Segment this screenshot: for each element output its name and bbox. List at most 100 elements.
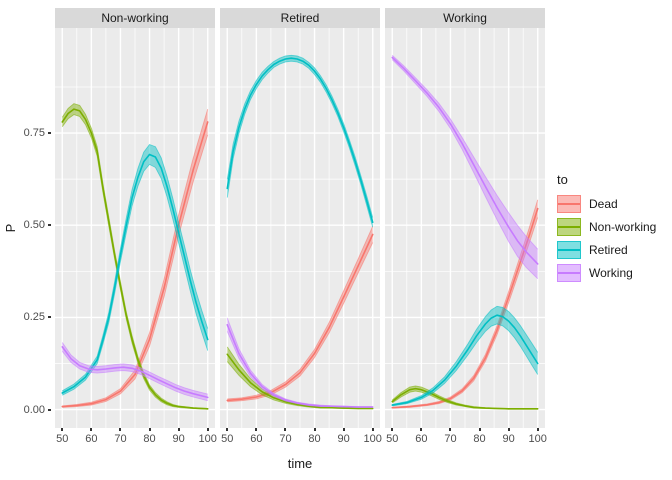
ci-upper: [62, 143, 209, 392]
prob-line-working: [226, 323, 374, 408]
ci-upper: [392, 305, 539, 405]
x-tick-mark: [61, 428, 64, 431]
ci-lower: [391, 59, 539, 280]
facet-non-working: Non-working 50 60 70 80 90 100: [55, 8, 217, 450]
x-tick-mark: [177, 428, 180, 431]
facet-panels: Non-working 50 60 70 80 90 100 Retired 50 60 70…: [55, 8, 547, 450]
legend-key-line: [558, 249, 580, 251]
legend-title: to: [557, 172, 568, 187]
x-tick-label: 60: [85, 433, 98, 445]
legend: to Dead Non-working Retired Working: [557, 172, 656, 282]
x-tick-mark: [371, 428, 374, 431]
x-tick-mark: [313, 428, 316, 431]
prob-line-non-working: [61, 108, 209, 410]
prob-line-working: [391, 56, 539, 265]
ci-ribbon-working: [392, 55, 538, 279]
x-tick-label: 80: [143, 433, 156, 445]
legend-key-line: [558, 272, 580, 274]
x-tick-mark: [507, 428, 510, 431]
ci-lower: [61, 351, 208, 402]
y-tick-mark: [48, 132, 51, 135]
prob-line-retired: [226, 57, 374, 224]
prob-line-retired: [61, 153, 209, 394]
y-axis: 0.00 0.25 0.50 0.75: [0, 8, 55, 448]
x-tick-label: 50: [386, 433, 399, 445]
x-tick-label: 50: [221, 433, 234, 445]
x-tick-label: 100: [363, 433, 382, 445]
prob-line-dead: [61, 121, 209, 408]
facet-strip-label: Retired: [280, 11, 320, 25]
prob-line-dead: [391, 207, 539, 409]
x-tick-label: 80: [473, 433, 486, 445]
x-tick-mark: [284, 428, 287, 431]
legend-key-icon: [557, 218, 581, 236]
x-tick-label: 70: [114, 433, 127, 445]
legend-entry-dead: Dead: [557, 195, 656, 213]
x-tick-label: 90: [502, 433, 515, 445]
x-tick-label: 80: [308, 433, 321, 445]
legend-entry-retired: Retired: [557, 241, 656, 259]
x-tick-label: 90: [172, 433, 185, 445]
legend-key-icon: [557, 264, 581, 282]
legend-key-line: [558, 203, 580, 205]
facet-strip-label: Non-working: [101, 11, 169, 25]
y-tick-label: 0.75: [23, 127, 45, 140]
x-tick-label: 100: [198, 433, 217, 445]
y-tick-mark: [48, 316, 51, 319]
x-tick-mark: [536, 428, 539, 431]
ci-lower: [392, 323, 539, 407]
x-tick-mark: [226, 428, 229, 431]
x-tick-mark: [449, 428, 452, 431]
prob-line-retired: [391, 314, 539, 406]
y-tick-label: 0.25: [23, 311, 45, 324]
y-tick-mark: [48, 224, 51, 227]
legend-label: Retired: [589, 243, 628, 257]
x-tick-mark: [119, 428, 122, 431]
facet-panel-plot: [220, 28, 380, 428]
x-tick-mark: [148, 428, 151, 431]
ci-lower: [62, 134, 209, 408]
x-axis: 50 60 70 80 90 100: [55, 428, 217, 450]
facet-retired: Retired 50 60 70 80 90 100: [220, 8, 382, 450]
legend-entry-non-working: Non-working: [557, 218, 656, 236]
y-tick-label: 0.50: [23, 219, 45, 232]
legend-label: Dead: [589, 197, 618, 211]
legend-entry-working: Working: [557, 264, 656, 282]
legend-label: Non-working: [589, 220, 657, 234]
x-axis: 50 60 70 80 90 100: [385, 428, 547, 450]
ci-lower: [226, 60, 374, 228]
facet-strip-working: Working: [385, 8, 545, 28]
ci-lower: [227, 242, 374, 403]
x-tick-mark: [90, 428, 93, 431]
ci-ribbon-retired: [62, 144, 208, 396]
prob-line-non-working: [226, 353, 374, 410]
x-tick-mark: [255, 428, 258, 431]
facet-strip-retired: Retired: [220, 8, 380, 28]
y-tick-mark: [48, 408, 51, 411]
ci-upper: [226, 54, 374, 218]
x-tick-label: 100: [528, 433, 547, 445]
x-tick-mark: [342, 428, 345, 431]
facet-panel-plot: [55, 28, 215, 428]
prob-line-non-working: [391, 387, 539, 410]
x-tick-mark: [478, 428, 481, 431]
y-tick-label: 0.00: [23, 403, 45, 416]
x-tick-label: 60: [415, 433, 428, 445]
ci-ribbon-retired: [392, 306, 538, 406]
ci-lower: [62, 163, 209, 396]
x-tick-mark: [420, 428, 423, 431]
facet-strip-label: Working: [443, 11, 487, 25]
legend-key-line: [558, 226, 580, 228]
legend-entries: Dead Non-working Retired Working: [557, 195, 656, 282]
prob-line-dead: [226, 233, 374, 402]
legend-key-icon: [557, 195, 581, 213]
x-axis-title: time: [287, 456, 313, 471]
x-tick-mark: [206, 428, 209, 431]
ci-lower: [61, 114, 208, 410]
x-tick-label: 70: [444, 433, 457, 445]
prob-line-working: [61, 346, 209, 399]
ci-upper: [227, 226, 374, 400]
x-tick-mark: [391, 428, 394, 431]
legend-key-icon: [557, 241, 581, 259]
